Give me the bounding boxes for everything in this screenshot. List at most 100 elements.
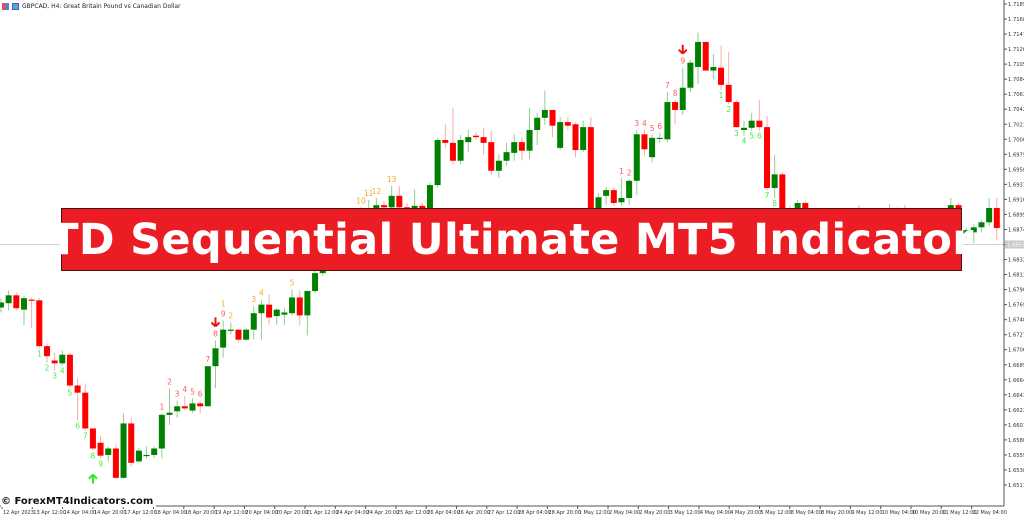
candle-body — [266, 304, 273, 318]
candle — [449, 107, 456, 165]
time-tick-label: 3 May 12:00 — [670, 510, 701, 516]
candle — [243, 328, 250, 341]
td-count-buy: 3 — [52, 371, 57, 380]
price-tick-label: 1.65800 — [1008, 438, 1024, 444]
candle-body — [649, 137, 656, 158]
candle — [603, 187, 610, 206]
banner-text: TD Sequential Ultimate MT5 Indicator — [49, 214, 974, 265]
candle — [28, 297, 35, 329]
sell-arrow-icon — [678, 44, 688, 55]
td-count-sell: 5 — [650, 124, 655, 133]
candle — [564, 117, 571, 130]
price-tick-label: 1.67270 — [1008, 333, 1024, 339]
candle — [748, 112, 755, 131]
td-count-sell: 2 — [167, 377, 172, 386]
candle-body — [480, 137, 487, 143]
td-count-buy: 4 — [60, 366, 65, 375]
candle-body — [120, 423, 127, 478]
price-tick-label: 1.70420 — [1008, 107, 1024, 113]
candle-body — [373, 205, 380, 208]
candle — [771, 155, 778, 198]
candle-body — [97, 442, 104, 456]
time-tick-label: 20 Apr 20:00 — [276, 510, 309, 516]
candle-body — [411, 205, 418, 208]
td-count-buy: 1 — [37, 349, 42, 358]
time-tick-label: 8 May 20:00 — [821, 510, 852, 516]
candle — [978, 220, 985, 233]
candle-body — [963, 230, 970, 236]
candle-body — [419, 205, 426, 208]
candle-body — [626, 180, 633, 198]
candle-body — [20, 298, 27, 310]
candle — [695, 32, 702, 85]
candle — [526, 107, 533, 160]
candle-body — [105, 448, 112, 455]
candle — [741, 120, 748, 136]
td-count-countdown: 1 — [221, 299, 226, 308]
price-tick-label: 1.68740 — [1008, 227, 1024, 233]
candle — [296, 290, 303, 326]
time-tick-label: 28 Apr 20:00 — [548, 510, 581, 516]
td-count-buy: 8 — [772, 199, 777, 208]
candle-body — [794, 202, 801, 211]
price-axis[interactable]: 1.71890 1.71680 1.71470 1.71260 1.71050 1.708… — [1003, 0, 1024, 506]
candle-body — [779, 174, 786, 216]
candle — [43, 343, 50, 363]
candle — [135, 447, 142, 463]
candle — [143, 446, 150, 459]
candle — [541, 90, 548, 125]
candle-body — [710, 66, 717, 71]
candle-body — [36, 300, 43, 347]
candle — [89, 428, 96, 451]
price-tick-label: 1.70000 — [1008, 137, 1024, 143]
candle — [641, 129, 648, 156]
candle-body — [488, 142, 495, 171]
price-tick-label: 1.69790 — [1008, 152, 1024, 158]
candle-body — [128, 423, 135, 463]
chart-type-icon[interactable] — [2, 2, 9, 10]
candle-body — [993, 207, 1000, 229]
td-count-buy: 2 — [45, 364, 50, 373]
time-tick-label: 11 May 12:00 — [942, 510, 976, 516]
td-count-sell: 9 — [680, 57, 685, 66]
watermark: © ForexMT4Indicators.com — [1, 496, 157, 507]
candle-body — [135, 450, 142, 462]
sell-arrow-icon — [210, 317, 221, 328]
candle — [664, 92, 671, 143]
candle-body — [143, 454, 150, 457]
td-count-countdown: 13 — [387, 175, 397, 184]
candle-body — [741, 127, 748, 130]
candle — [128, 417, 135, 467]
candle — [725, 51, 732, 105]
candle-body — [312, 273, 319, 292]
candle — [227, 322, 234, 335]
candle-body — [197, 403, 204, 407]
buy-arrow-icon — [88, 473, 98, 484]
candle-body — [518, 142, 525, 151]
candle-body — [618, 197, 625, 203]
td-count-countdown: 5 — [290, 279, 295, 288]
price-tick-label: 1.66010 — [1008, 423, 1024, 429]
time-tick-label: 27 Apr 12:00 — [488, 510, 521, 516]
price-tick-label: 1.71890 — [1008, 2, 1024, 8]
candle-body — [771, 174, 778, 188]
candle — [36, 298, 43, 349]
candle-body — [718, 67, 725, 85]
candle — [74, 378, 81, 421]
candle-body — [725, 84, 732, 103]
td-count-buy: 2 — [726, 105, 731, 114]
candle-body — [564, 122, 571, 126]
td-count-buy: 6 — [757, 132, 762, 141]
candle-body — [434, 139, 441, 186]
time-tick-label: 18 Apr 20:00 — [185, 510, 218, 516]
candle-body — [748, 120, 755, 128]
candle-body — [672, 102, 679, 110]
indicator-icon[interactable] — [12, 2, 19, 10]
candle-body — [51, 360, 58, 364]
candle-body — [472, 135, 479, 138]
candle — [503, 142, 510, 166]
price-tick-label: 1.67900 — [1008, 288, 1024, 294]
candle — [212, 340, 219, 389]
candle-body — [526, 129, 533, 151]
